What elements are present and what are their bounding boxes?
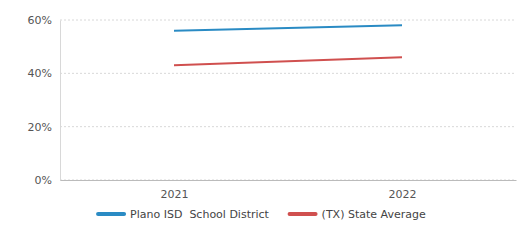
grid-line [60,20,516,21]
y-axis-line [60,21,61,181]
y-tick: 20% [28,121,60,134]
legend-label: Plano ISD School District [130,208,270,221]
y-tick: 0% [35,174,60,187]
x-tick: 2022 [389,180,417,201]
legend-label: (TX) State Average [322,208,426,221]
x-tick: 2021 [161,180,189,201]
y-tick-label: 60% [28,14,52,27]
y-tick-label: 0% [35,174,52,187]
legend-item: (TX) State Average [290,208,426,221]
grid-line [60,180,516,181]
y-tick: 60% [28,14,60,27]
grid-line [60,73,516,74]
chart: 0% 20% 40% 60% 2021 2022 Plano ISD School Dist… [0,0,524,230]
y-tick-label: 40% [28,67,52,80]
x-tick-label: 2022 [389,188,417,201]
grid [60,20,516,180]
y-tick-label: 20% [28,121,52,134]
legend: Plano ISD School District (TX) State Aver… [98,208,426,221]
x-axis-line [61,180,517,181]
legend-swatch [98,212,124,216]
series-line [174,57,402,65]
y-tick: 40% [28,67,60,80]
y-axis: 0% 20% 40% 60% [28,14,61,187]
grid-line [60,126,516,127]
x-axis: 2021 2022 [61,180,517,201]
series-line [174,25,402,30]
legend-item: Plano ISD School District [98,208,270,221]
lines [174,25,402,65]
legend-swatch [290,212,316,216]
x-tick-label: 2021 [161,188,189,201]
